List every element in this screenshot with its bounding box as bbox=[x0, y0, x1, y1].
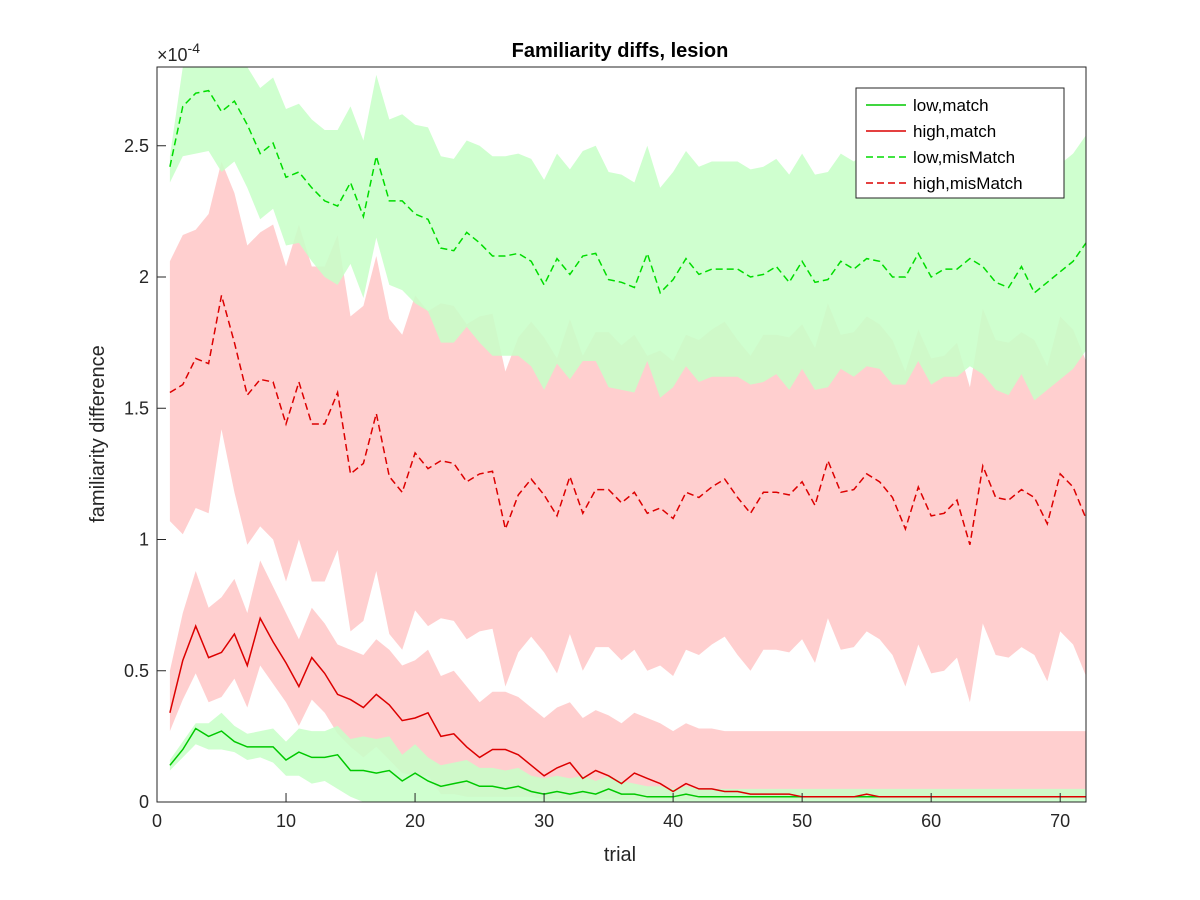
x-tick-label: 0 bbox=[152, 811, 162, 831]
legend-label-low-match: low,match bbox=[913, 96, 989, 115]
x-tick-label: 30 bbox=[534, 811, 554, 831]
legend-label-high-match: high,match bbox=[913, 122, 996, 141]
y-tick-label: 2.5 bbox=[124, 136, 149, 156]
axes-box bbox=[156, 66, 1087, 803]
y-multiplier: ×10-4 bbox=[157, 40, 200, 65]
y-axis-label: familiarity difference bbox=[87, 345, 109, 522]
line-high-mismatch bbox=[169, 295, 1087, 546]
x-tick-label: 50 bbox=[792, 811, 812, 831]
confidence-bands bbox=[169, 67, 1086, 802]
y-tick-label: 2 bbox=[139, 267, 149, 287]
legend-label-low-mismatch: low,misMatch bbox=[913, 148, 1015, 167]
y-multiplier-base: ×10 bbox=[157, 45, 188, 65]
legend-label-high-mismatch: high,misMatch bbox=[913, 174, 1023, 193]
band-low-match bbox=[169, 712, 1086, 802]
y-tick-label: 1.5 bbox=[124, 398, 149, 418]
y-tick-label: 0.5 bbox=[124, 661, 149, 681]
x-tick-label: 60 bbox=[921, 811, 941, 831]
legend: low,match high,match low,misMatch high,misM… bbox=[855, 87, 1065, 199]
x-tick-label: 40 bbox=[663, 811, 683, 831]
x-axis-ticks: 0 10 20 30 40 50 60 70 bbox=[152, 793, 1070, 831]
y-multiplier-exponent: -4 bbox=[188, 40, 201, 56]
x-axis-label: trial bbox=[604, 844, 636, 866]
band-high-mismatch bbox=[169, 161, 1086, 703]
chart-title: Familiarity diffs, lesion bbox=[512, 40, 729, 62]
x-tick-label: 10 bbox=[276, 811, 296, 831]
band-high-match bbox=[169, 560, 1086, 800]
y-axis-ticks: 0 0.5 1 1.5 2 2.5 bbox=[124, 136, 166, 812]
band-low-mismatch bbox=[169, 67, 1086, 401]
line-high-match bbox=[169, 616, 1086, 798]
series-lines bbox=[169, 89, 1087, 798]
x-tick-label: 70 bbox=[1050, 811, 1070, 831]
legend-box bbox=[855, 87, 1065, 199]
y-tick-label: 1 bbox=[139, 530, 149, 550]
y-tick-label: 0 bbox=[139, 792, 149, 812]
x-tick-label: 20 bbox=[405, 811, 425, 831]
